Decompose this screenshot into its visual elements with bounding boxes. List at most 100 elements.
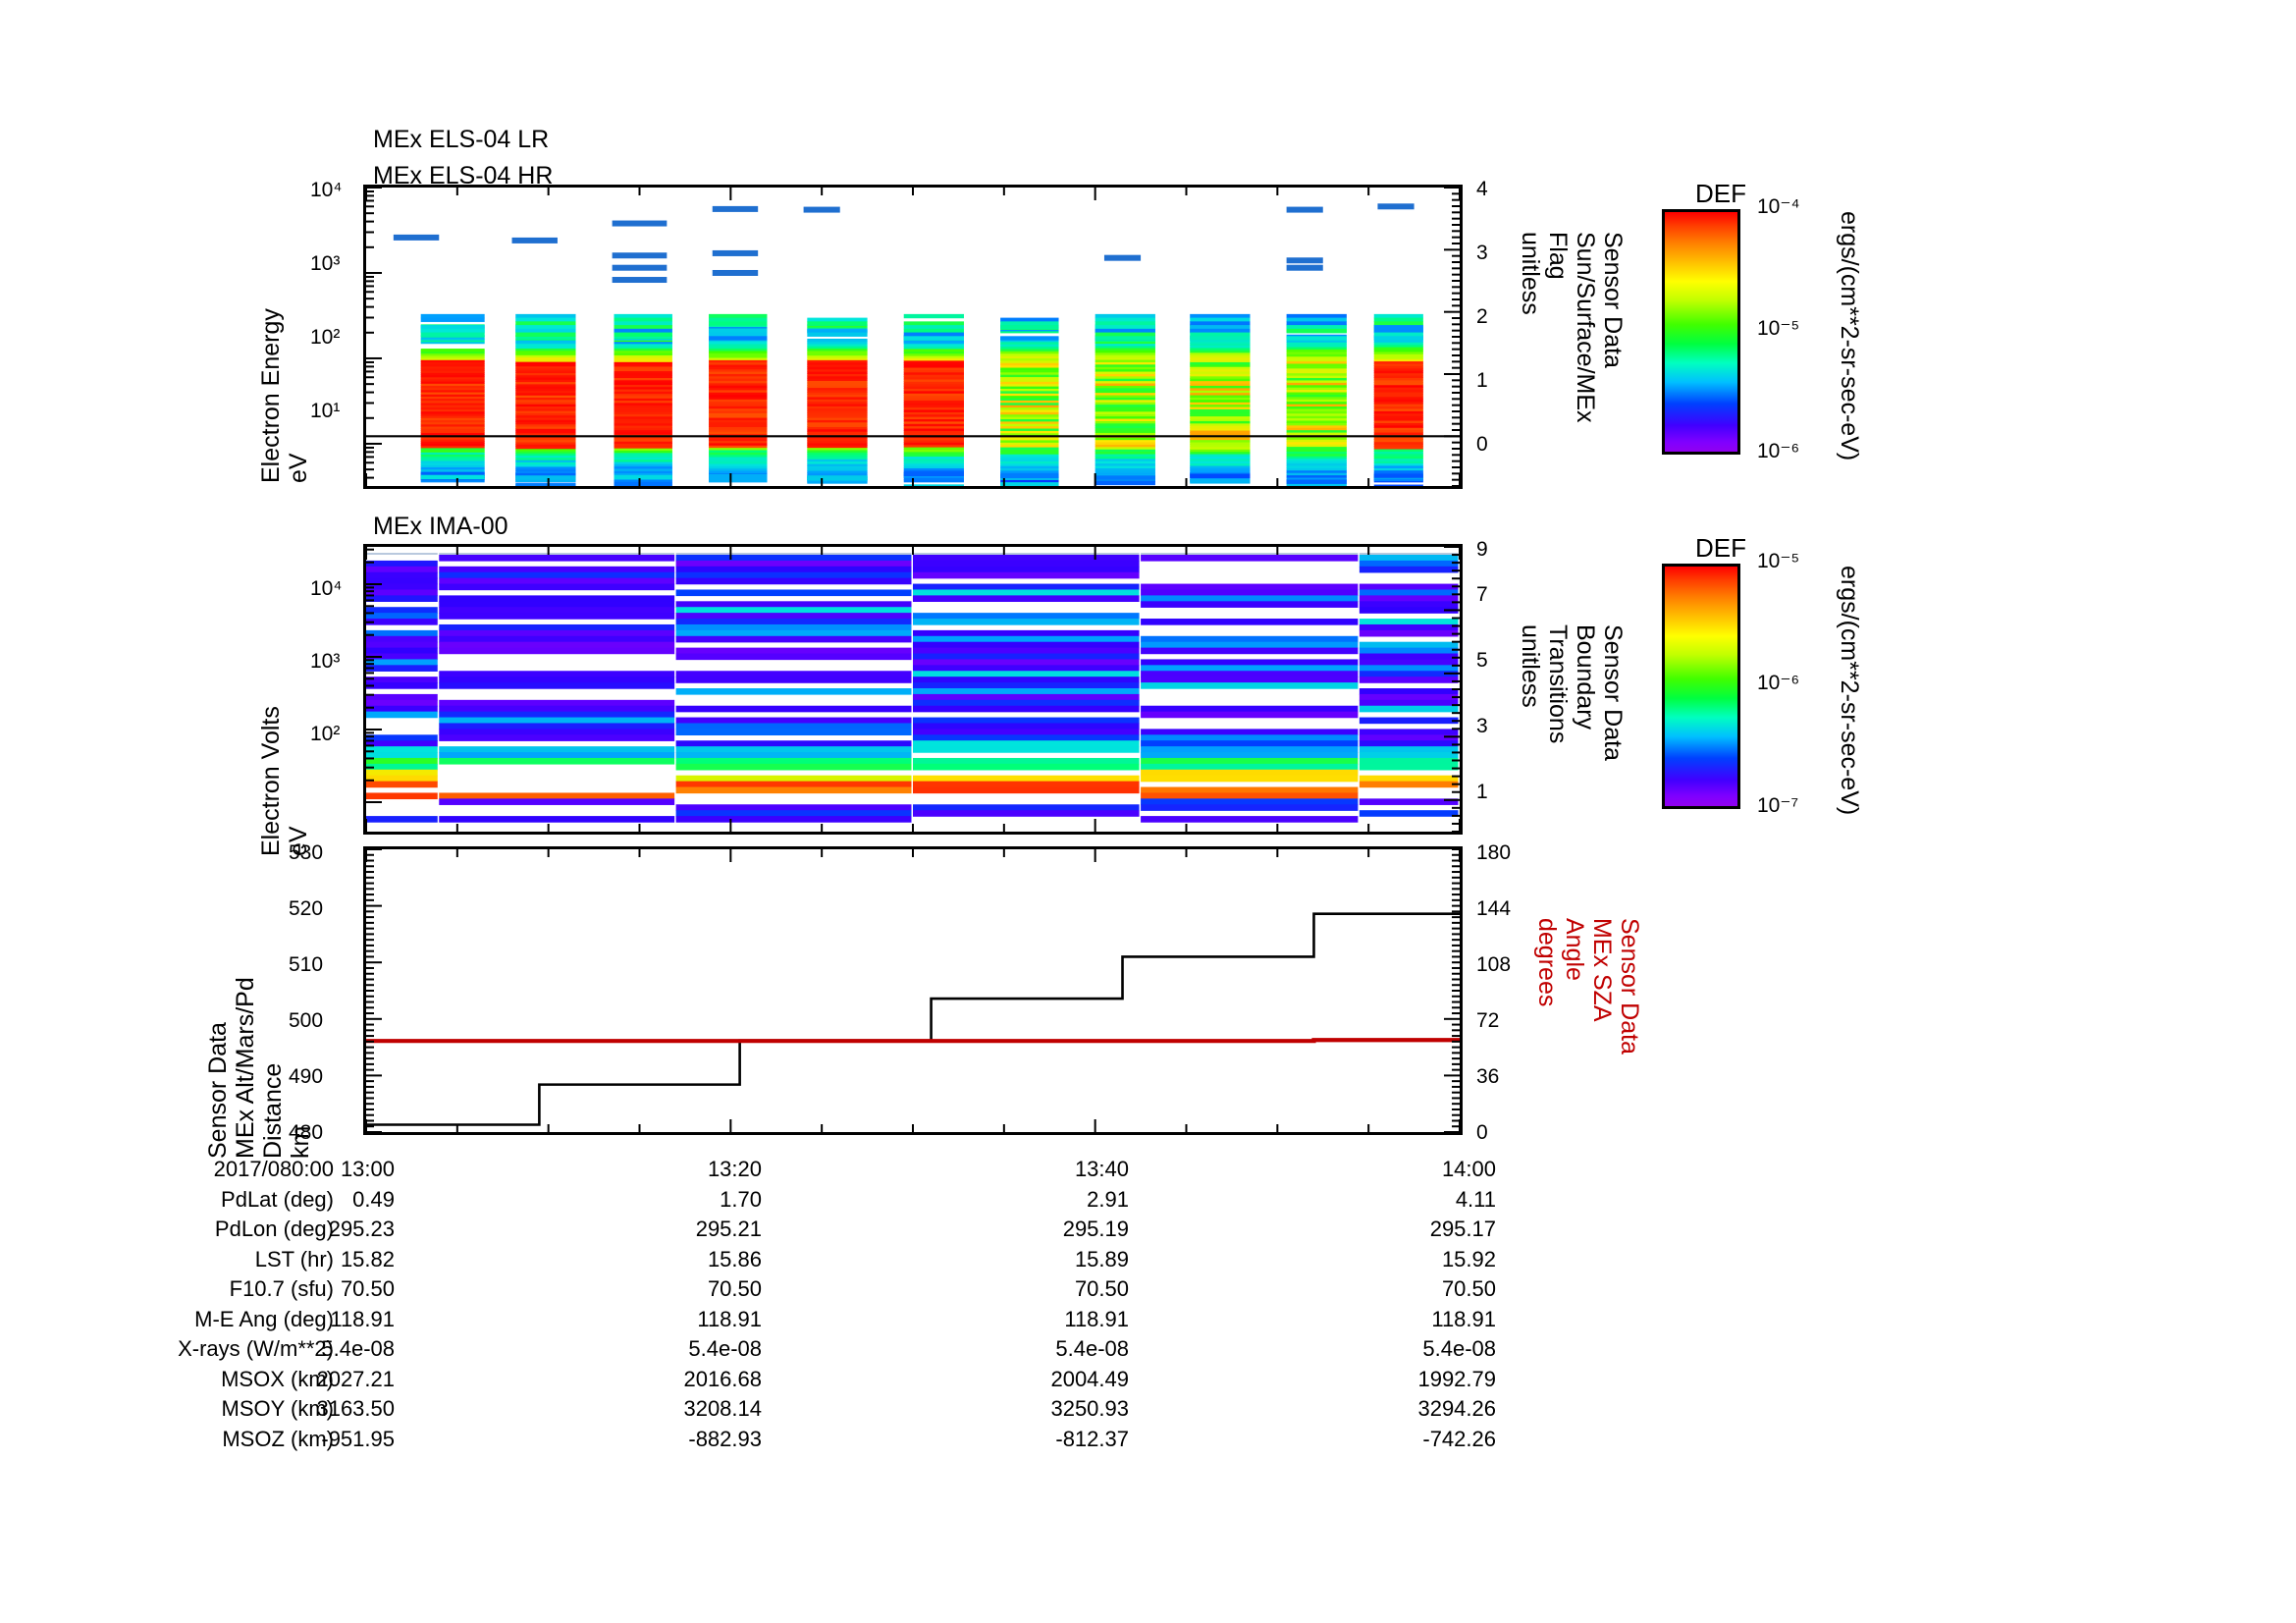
panel1-ytick-1e3: 10³ <box>310 252 341 275</box>
panel3-right-ytick-144: 144 <box>1476 897 1512 920</box>
panel1-right-ytick-2: 2 <box>1476 305 1488 328</box>
table-cell: 5.4e-08 <box>688 1336 762 1361</box>
table-cell: 70.50 <box>340 1276 395 1301</box>
table-cell: 0.49 <box>352 1186 395 1212</box>
table-cell: 295.19 <box>1062 1217 1129 1241</box>
panel1-right-ytick-4: 4 <box>1476 178 1488 200</box>
table-cell: 15.92 <box>1441 1246 1496 1271</box>
colorbar-2-tick-top: 10⁻⁵ <box>1757 550 1800 572</box>
panel1-ylabel-left-line1: Electron Energy <box>257 308 285 483</box>
panel1-ytick-1e1: 10¹ <box>310 400 341 422</box>
table-cell: 2.91 <box>1087 1186 1129 1212</box>
table-cell: 15.82 <box>340 1246 395 1271</box>
panel1-right-ytick-0: 0 <box>1476 433 1488 456</box>
panel2-right-ytick-9: 9 <box>1476 538 1488 561</box>
colorbar-1 <box>1662 209 1740 455</box>
table-cell: 3163.50 <box>316 1396 395 1421</box>
table-cell: 4.11 <box>1455 1186 1496 1212</box>
table-cell: 70.50 <box>1441 1276 1496 1301</box>
panel2-ylabel-right-line2: Boundary <box>1572 624 1599 730</box>
table-row-label: MSOY (km) <box>221 1396 334 1421</box>
panel2-ylabel-right-line1: Sensor Data <box>1599 624 1627 761</box>
panel1-ylabel-right-line3: Flag <box>1544 232 1572 280</box>
colorbar-1-title: DEF <box>1695 179 1746 208</box>
panel2-right-ytick-5: 5 <box>1476 649 1488 672</box>
colorbar-1-tick-bot: 10⁻⁶ <box>1757 440 1800 462</box>
table-cell: 15.89 <box>1074 1246 1129 1271</box>
table-row-label: M-E Ang (deg) <box>194 1306 334 1331</box>
table-cell: -951.95 <box>321 1426 395 1451</box>
table-row-label: MSOZ (km) <box>222 1426 334 1451</box>
panel3-ytick-520: 520 <box>289 897 324 920</box>
panel3-ytick-530: 530 <box>289 841 324 864</box>
panel1-ytick-1e4: 10⁴ <box>310 179 343 201</box>
panel2-plot-area[interactable] <box>363 544 1463 835</box>
table-cell: 3208.14 <box>683 1396 762 1421</box>
colorbar-1-tick-top: 10⁻⁴ <box>1757 195 1800 218</box>
colorbar-1-tick-mid: 10⁻⁵ <box>1757 317 1800 340</box>
table-cell: 5.4e-08 <box>1055 1336 1129 1361</box>
panel3-ylabel-left-line3: Distance <box>259 1062 287 1159</box>
panel1-right-ytick-3: 3 <box>1476 242 1488 264</box>
colorbar-2-unit-label: ergs/(cm**2-sr-sec-eV) <box>1836 566 1863 816</box>
panel1-title-lr: MEx ELS-04 LR <box>373 126 550 153</box>
table-cell: -812.37 <box>1055 1426 1129 1451</box>
panel3-ytick-500: 500 <box>289 1009 324 1032</box>
panel3-ylabel-right-line3: Angle <box>1561 918 1588 981</box>
panel3-ylabel-left-line1: Sensor Data <box>204 1022 232 1159</box>
table-cell: 15.86 <box>707 1246 762 1271</box>
table-cell: 2027.21 <box>316 1366 395 1391</box>
panel1-ylabel-right: Sensor Data Sun/Surface/MEx Flag unitles… <box>1517 232 1627 487</box>
panel3-right-ytick-180: 180 <box>1476 841 1512 864</box>
panel1-plot-area[interactable] <box>363 185 1463 489</box>
panel3-ylabel-right-line2: MEx SZA <box>1588 918 1616 1022</box>
table-cell: 70.50 <box>707 1276 762 1301</box>
table-cell: 14:00 <box>1441 1157 1496 1181</box>
panel2-title: MEx IMA-00 <box>373 513 508 540</box>
table-row-label: F10.7 (sfu) <box>229 1276 334 1301</box>
panel1-ylabel-right-line1: Sensor Data <box>1599 232 1627 368</box>
panel3-ylabel-right: Sensor Data MEx SZA Angle degrees <box>1533 918 1643 1163</box>
panel2-right-ytick-3: 3 <box>1476 715 1488 737</box>
panel2-ytick-1e2: 10² <box>310 723 341 745</box>
table-cell: 5.4e-08 <box>1422 1336 1496 1361</box>
colorbar-2-tick-mid: 10⁻⁶ <box>1757 672 1800 694</box>
panel1-right-ytick-1: 1 <box>1476 369 1488 392</box>
panel1-ytick-1e2: 10² <box>310 326 341 349</box>
panel3-ylabel-right-line4: degrees <box>1533 918 1561 1007</box>
table-cell: 2016.68 <box>683 1366 762 1391</box>
panel3-right-ytick-108: 108 <box>1476 953 1512 976</box>
table-cell: 118.91 <box>1064 1306 1129 1331</box>
colorbar-1-unit-label: ergs/(cm**2-sr-sec-eV) <box>1836 211 1863 461</box>
panel1-ylabel-right-line4: unitless <box>1517 232 1544 315</box>
panel2-ylabel-right-line4: unitless <box>1517 624 1544 708</box>
panel2-right-ytick-7: 7 <box>1476 583 1488 606</box>
table-cell: 118.91 <box>330 1306 395 1331</box>
table-row-label: PdLat (deg) <box>221 1186 334 1212</box>
panel2-ylabel-right: Sensor Data Boundary Transitions unitles… <box>1517 624 1627 870</box>
table-cell: 1992.79 <box>1417 1366 1496 1391</box>
panel3-ylabel-right-line1: Sensor Data <box>1616 918 1643 1055</box>
colorbar-2 <box>1662 564 1740 809</box>
panel3-right-ytick-36: 36 <box>1476 1065 1500 1088</box>
table-row-label: LST (hr) <box>254 1246 334 1271</box>
panel1-ylabel-left-line2: eV <box>285 453 312 483</box>
panel2-right-ytick-1: 1 <box>1476 781 1488 803</box>
panel3-right-ytick-0: 0 <box>1476 1121 1488 1144</box>
table-row-label: MSOX (km) <box>221 1366 334 1391</box>
panel3-plot-area[interactable] <box>363 846 1463 1135</box>
table-cell: 13:20 <box>707 1157 762 1181</box>
table-cell: 118.91 <box>697 1306 762 1331</box>
panel1-ylabel-right-line2: Sun/Surface/MEx <box>1572 232 1599 423</box>
table-row-label: X-rays (W/m**2) <box>178 1336 334 1361</box>
panel2-ylabel-left: Electron Volts eV <box>257 611 312 856</box>
table-cell: -742.26 <box>1422 1426 1496 1451</box>
colorbar-2-tick-bot: 10⁻⁷ <box>1757 794 1799 817</box>
panel3-ytick-480: 480 <box>289 1121 324 1144</box>
panel3-ylabel-left-line2: MEx Alt/Mars/Pd <box>232 977 259 1159</box>
table-row-label: PdLon (deg) <box>214 1217 334 1241</box>
panel2-ylabel-left-line1: Electron Volts <box>257 706 285 856</box>
table-cell: 70.50 <box>1074 1276 1129 1301</box>
table-row-label: 2017/080:00 <box>213 1157 334 1181</box>
table-cell: 3294.26 <box>1417 1396 1496 1421</box>
